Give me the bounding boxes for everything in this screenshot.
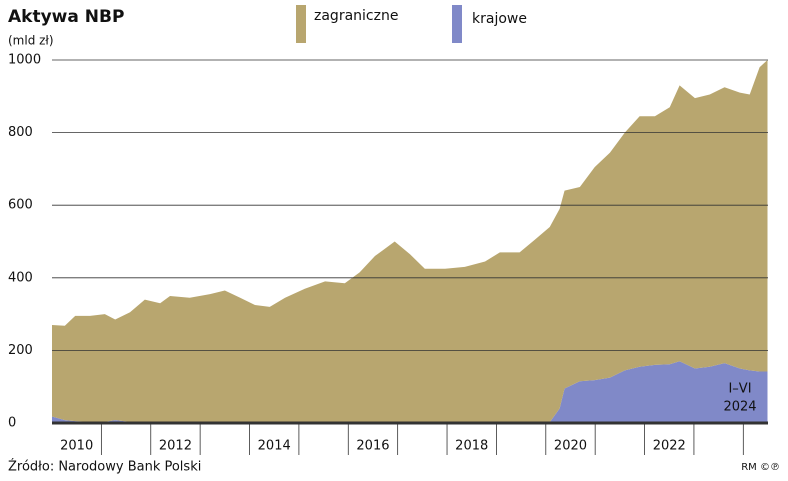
legend-swatch [296,5,306,43]
y-tick-label: 400 [8,270,33,285]
chart-title: Aktywa NBP [8,7,124,27]
chart-subtitle: (mld zł) [8,34,54,48]
annotation: 2024 [723,400,756,415]
y-tick-label: 600 [8,198,33,213]
annotation: I–VI [728,382,751,397]
legend-swatch [452,5,462,43]
area [52,361,768,423]
legend-label: krajowe [472,11,527,27]
credit: RM ©℗ [741,462,780,473]
source: Źródło: Narodowy Bank Polski [8,459,201,475]
x-tick-label: 2016 [356,439,389,454]
y-tick-label: 0 [8,416,16,431]
y-tick-label: 200 [8,343,33,358]
legend-label: zagraniczne [314,8,398,24]
area [52,60,768,423]
x-tick-label: 2022 [653,439,686,454]
x-tick-label: 2018 [455,439,488,454]
y-tick-label: 800 [8,125,33,140]
x-tick-label: 2014 [258,439,291,454]
x-tick-label: 2012 [159,439,192,454]
y-tick-label: 1000 [8,53,41,68]
x-tick-label: 2010 [60,439,93,454]
x-tick-label: 2020 [554,439,587,454]
